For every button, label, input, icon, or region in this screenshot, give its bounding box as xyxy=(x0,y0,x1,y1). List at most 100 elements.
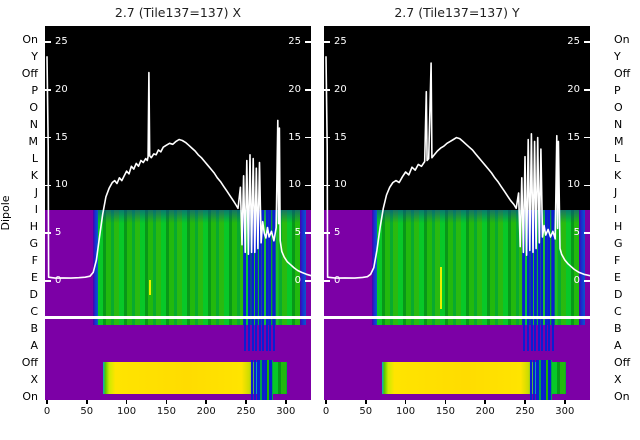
plot-x-polarization: 2.7 (Tile137=137) X 25 25 20 20 15 15 10 10 5 5 0 0… xyxy=(44,5,311,417)
heatmap-stripe xyxy=(530,210,533,351)
y-tick-label-right: 10 xyxy=(288,179,301,191)
dipole-label: On xyxy=(614,390,630,403)
x-tick-label: 200 xyxy=(196,406,216,417)
dipole-label: O xyxy=(29,101,38,114)
x-tick-mark xyxy=(404,400,407,404)
y-tick-mark-right xyxy=(584,41,590,43)
dipole-label: I xyxy=(34,203,38,216)
heatmap-stripe xyxy=(250,360,253,400)
dipole-label: Off xyxy=(614,356,631,369)
x-tick-label: 50 xyxy=(359,406,373,417)
x-tick-label: 0 xyxy=(43,406,51,417)
y-tick-mark-left xyxy=(324,41,330,43)
x-tick-label: 150 xyxy=(435,406,455,417)
heatmap-region-green-tex xyxy=(273,362,288,395)
dipole-label: L xyxy=(614,152,621,165)
y-tick-label-right: 5 xyxy=(294,227,301,239)
heatmap-stripe xyxy=(547,360,550,400)
y-tick-label-left: 25 xyxy=(55,36,68,47)
y-tick-label-right: 0 xyxy=(294,275,301,286)
dipole-label: C xyxy=(614,305,622,318)
dipole-label: E xyxy=(614,271,621,284)
x-tick-mark xyxy=(524,400,526,404)
heatmap-stripe xyxy=(244,210,247,351)
x-tick-mark xyxy=(86,400,88,404)
y-tick-label-right: 25 xyxy=(567,36,580,47)
y-tick-label-left: 20 xyxy=(334,83,347,95)
dipole-label: M xyxy=(614,135,624,148)
x-tick-mark xyxy=(564,400,566,404)
y-tick-mark-right xyxy=(584,89,590,91)
y-tick-mark-left xyxy=(45,41,51,43)
y-tick-label-left: 25 xyxy=(334,36,347,47)
dipole-label: N xyxy=(614,118,623,131)
y-tick-mark-right xyxy=(305,232,311,234)
heatmap-stripe xyxy=(552,210,555,351)
heatmap-region-green-tex xyxy=(552,362,567,395)
heatmap-region-blue-edge xyxy=(579,210,586,325)
x-tick-mark xyxy=(46,400,48,404)
x-tick-label: 250 xyxy=(515,406,535,417)
y-tick-mark-left xyxy=(45,232,51,234)
x-tick-mark xyxy=(125,400,128,404)
y-tick-label-left: 15 xyxy=(334,131,347,143)
heatmap-stripe xyxy=(544,210,547,351)
plot-title-y: 2.7 (Tile137=137) Y xyxy=(394,5,520,20)
plot-title-x: 2.7 (Tile137=137) X xyxy=(114,5,242,20)
dipole-label: Y xyxy=(614,50,621,63)
y-tick-label-left: 15 xyxy=(55,131,68,143)
dipole-label: C xyxy=(30,305,38,318)
x-tick-mark xyxy=(444,400,447,404)
dipole-label: Y xyxy=(31,50,38,63)
y-tick-mark-right xyxy=(305,41,311,43)
y-tick-label-left: 10 xyxy=(55,179,68,191)
heatmap-stripe xyxy=(265,210,268,351)
dipole-labels-right: On Y Off P O N M L K J I H G F E D C B A Off X On xyxy=(613,26,640,403)
heatmap-stripe xyxy=(523,210,526,351)
y-tick-mark-right xyxy=(584,280,590,282)
plot-y-polarization: 2.7 (Tile137=137) Y 25 25 20 20 15 15 10 10 5 5 0 0… xyxy=(323,5,590,417)
flagged-channel-mark xyxy=(148,280,151,296)
y-tick-mark-left xyxy=(324,232,330,234)
heatmap-stripe xyxy=(261,360,264,400)
y-tick-mark-right xyxy=(305,184,311,187)
x-tick-label: 100 xyxy=(117,406,137,417)
heatmap-stripe xyxy=(258,210,261,351)
x-tick-mark xyxy=(484,400,486,404)
dipole-label: F xyxy=(31,254,38,267)
dipole-label: L xyxy=(31,152,38,165)
heatmap-stripe xyxy=(529,360,532,400)
heatmap-region-yellow-band xyxy=(381,362,537,395)
heatmap-stripe xyxy=(534,210,537,351)
y-tick-label-right: 20 xyxy=(288,83,301,95)
dipole-label: G xyxy=(29,237,38,250)
heatmap-region-blue-edge xyxy=(300,210,307,325)
dipole-label: J xyxy=(614,186,618,199)
dipole-label: B xyxy=(30,322,38,335)
dipole-label: H xyxy=(29,220,38,233)
y-tick-label-left: 20 xyxy=(55,83,68,95)
heatmap-stripe xyxy=(526,210,529,351)
heatmap-stripe xyxy=(533,360,536,400)
y-tick-label-left: 0 xyxy=(334,275,341,286)
x-tick-label: 250 xyxy=(236,406,256,417)
x-tick-mark xyxy=(285,400,287,404)
x-tick-label: 300 xyxy=(276,406,296,417)
y-tick-label-left: 5 xyxy=(55,227,62,239)
dipole-label: On xyxy=(22,390,38,403)
heatmap-stripe xyxy=(265,360,268,400)
dipole-label: M xyxy=(28,135,39,148)
y-tick-label-right: 15 xyxy=(567,131,580,143)
dipole-label: P xyxy=(31,84,38,97)
x-tick-label: 50 xyxy=(80,406,94,417)
heatmap-stripe xyxy=(536,360,539,400)
dipole-label: On xyxy=(614,33,630,46)
dipole-label: J xyxy=(34,186,38,199)
heatmap-region-yellow-band xyxy=(102,362,258,395)
dipole-label: X xyxy=(614,373,622,386)
dipole-label: Off xyxy=(21,67,38,80)
y-tick-label-right: 25 xyxy=(288,36,301,47)
heatmap xyxy=(45,210,311,400)
dipole-label: X xyxy=(30,373,38,386)
